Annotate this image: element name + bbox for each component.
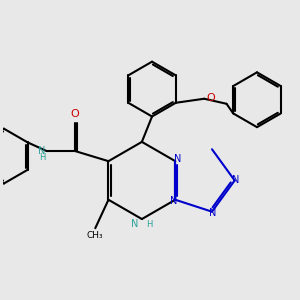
Text: O: O <box>206 93 215 103</box>
Text: N: N <box>209 208 216 218</box>
Text: N: N <box>38 146 46 155</box>
Text: N: N <box>232 176 240 185</box>
Text: N: N <box>170 196 178 206</box>
Text: H: H <box>39 153 46 162</box>
Text: H: H <box>146 220 152 229</box>
Text: N: N <box>131 219 139 229</box>
Text: N: N <box>174 154 181 164</box>
Text: O: O <box>70 109 79 118</box>
Text: CH₃: CH₃ <box>87 231 104 240</box>
